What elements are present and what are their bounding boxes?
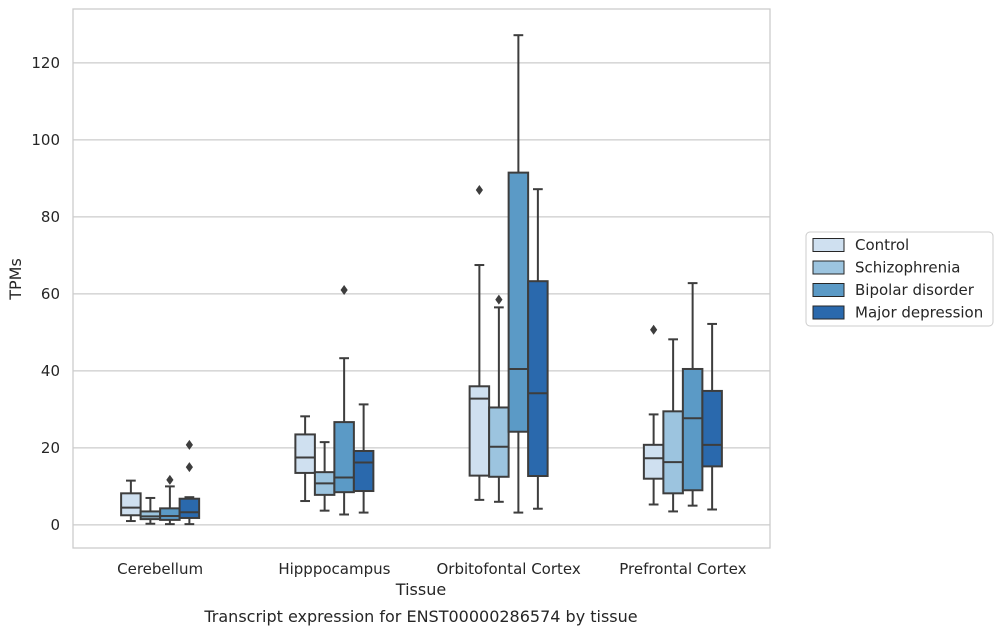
legend-swatch bbox=[812, 260, 845, 275]
box-group bbox=[527, 188, 549, 510]
box-group bbox=[507, 34, 530, 514]
outlier-point bbox=[650, 324, 658, 335]
x-tick-label: Orbitofontal Cortex bbox=[437, 560, 581, 578]
outlier-point bbox=[166, 474, 174, 485]
box bbox=[294, 433, 316, 474]
legend-label: Bipolar disorder bbox=[855, 281, 975, 299]
box-group bbox=[701, 322, 723, 511]
figure-caption: Transcript expression for ENST0000028657… bbox=[203, 607, 637, 626]
box bbox=[139, 510, 162, 521]
box bbox=[488, 406, 510, 478]
x-axis-ticks: Cerebellum Hipppocampus Orbitofontal Corte… bbox=[117, 560, 746, 578]
box bbox=[681, 367, 704, 492]
box-group bbox=[159, 474, 181, 526]
y-tick-label: 20 bbox=[41, 439, 60, 457]
legend-label: Schizophrenia bbox=[855, 259, 960, 277]
legend: Control Schizophrenia Bipolar disorder Majo… bbox=[805, 231, 994, 327]
y-tick-label: 40 bbox=[41, 362, 60, 380]
y-tick-label: 100 bbox=[31, 131, 60, 149]
outlier-point bbox=[475, 184, 483, 195]
box bbox=[662, 410, 684, 495]
series-bipolar-disorder bbox=[159, 34, 704, 526]
legend-swatch bbox=[812, 283, 845, 297]
outlier-point bbox=[495, 294, 503, 305]
y-tick-label: 80 bbox=[41, 208, 60, 226]
series-major-depression bbox=[178, 188, 723, 526]
legend-swatch bbox=[812, 305, 845, 320]
outlier-point bbox=[340, 285, 348, 296]
legend-label: Major depression bbox=[855, 304, 983, 322]
box bbox=[701, 389, 723, 468]
box-group bbox=[352, 403, 375, 514]
box-series bbox=[120, 34, 723, 526]
box bbox=[468, 385, 491, 477]
box bbox=[352, 449, 375, 493]
legend-label: Control bbox=[855, 236, 909, 254]
outlier-point bbox=[185, 439, 193, 450]
box-group bbox=[333, 285, 355, 516]
legend-frame bbox=[805, 231, 994, 327]
y-tick-label: 0 bbox=[50, 516, 60, 534]
box bbox=[120, 492, 142, 517]
box bbox=[333, 421, 355, 494]
legend-swatch bbox=[812, 238, 845, 252]
box bbox=[527, 280, 549, 478]
box-group bbox=[642, 324, 665, 506]
outlier-point bbox=[185, 462, 193, 473]
box-group bbox=[681, 282, 704, 507]
box-group bbox=[178, 439, 201, 526]
box bbox=[159, 507, 181, 521]
series-schizophrenia bbox=[139, 294, 684, 525]
box-group bbox=[662, 338, 684, 513]
box bbox=[507, 171, 530, 433]
box-group bbox=[120, 479, 142, 523]
box bbox=[178, 497, 201, 519]
box-group bbox=[139, 496, 162, 525]
x-tick-label: Hipppocampus bbox=[278, 560, 390, 578]
box bbox=[642, 443, 665, 480]
box-group bbox=[468, 184, 491, 501]
series-control bbox=[120, 184, 665, 523]
plot-frame bbox=[72, 8, 771, 549]
box-group bbox=[294, 415, 316, 503]
box-group bbox=[313, 441, 336, 512]
x-tick-label: Cerebellum bbox=[117, 560, 203, 578]
y-tick-label: 120 bbox=[31, 54, 60, 72]
x-tick-label: Prefrontal Cortex bbox=[619, 560, 746, 578]
x-axis-label: Tissue bbox=[395, 580, 446, 599]
box-group bbox=[488, 294, 510, 503]
y-axis-label: TPMs bbox=[6, 258, 25, 301]
y-axis-ticks: 0 20 40 60 80 100 120 bbox=[31, 54, 60, 534]
y-tick-label: 60 bbox=[41, 285, 60, 303]
